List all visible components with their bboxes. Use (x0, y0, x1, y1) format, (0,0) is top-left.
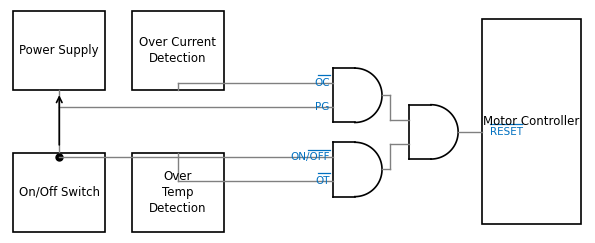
Text: RESET: RESET (490, 127, 523, 137)
Text: Power Supply: Power Supply (20, 44, 99, 57)
Bar (13, 153, 105, 232)
Text: Motor Controller: Motor Controller (483, 115, 580, 128)
Bar (132, 153, 224, 232)
Text: PG: PG (315, 102, 330, 112)
Bar (132, 11, 224, 90)
Text: On/Off Switch: On/Off Switch (19, 186, 100, 199)
Bar (13, 11, 105, 90)
Text: OT: OT (315, 176, 330, 186)
Text: Over Current
Detection: Over Current Detection (139, 36, 217, 65)
Text: OC: OC (314, 78, 330, 88)
Bar (482, 19, 581, 224)
Text: Over
Temp
Detection: Over Temp Detection (149, 170, 206, 215)
Text: ON/OFF: ON/OFF (290, 153, 330, 163)
